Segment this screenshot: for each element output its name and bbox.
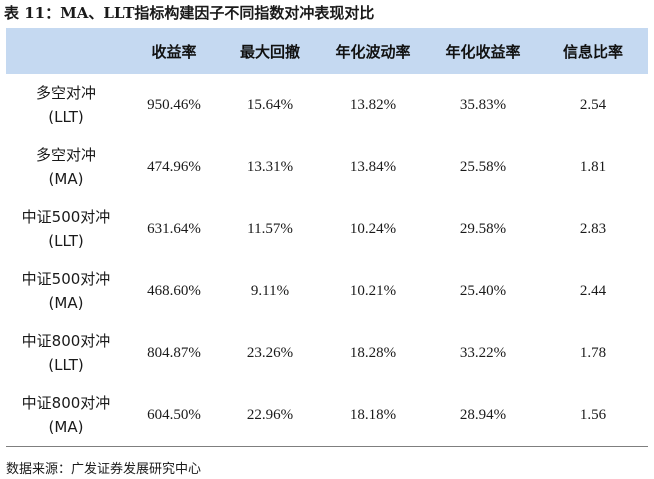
table-row: 中证500对冲 (MA) 468.60% 9.11% 10.21% 25.40%… [6,260,648,322]
cell-return: 468.60% [147,283,201,299]
cell-annual-volatility: 18.28% [349,345,397,361]
cell-annual-volatility: 10.24% [349,221,397,237]
cell-information-ratio: 2.83 [579,221,607,237]
cell-information-ratio: 1.78 [579,345,607,361]
header-cell-information-ratio: 信息比率 [538,28,648,74]
row-label: 中证500对冲 (LLT) [6,198,126,260]
cell-max-drawdown: 15.64% [246,97,294,113]
header-cell-name [6,28,126,74]
header-cell-return: 收益率 [126,28,222,74]
table-row: 中证800对冲 (LLT) 804.87% 23.26% 18.28% 33.2… [6,322,648,384]
cell-annual-volatility: 13.84% [349,159,397,175]
cell-annual-return: 25.58% [459,159,507,175]
table-row: 多空对冲 (MA) 474.96% 13.31% 13.84% 25.58% 1… [6,136,648,198]
cell-max-drawdown: 13.31% [246,159,294,175]
row-label: 中证800对冲 (MA) [6,384,126,447]
cell-annual-return: 25.40% [459,283,507,299]
cell-return: 631.64% [147,221,201,237]
cell-max-drawdown: 23.26% [246,345,294,361]
table-header-row: 收益率 最大回撤 年化波动率 年化收益率 信息比率 [6,28,648,74]
row-label-line1: 多空对冲 [35,146,96,164]
cell-max-drawdown: 22.96% [222,384,318,447]
cell-information-ratio: 2.54 [579,97,607,113]
row-label: 多空对冲 (LLT) [6,74,126,136]
row-label-line2: (LLT) [48,108,84,126]
cell-annual-return: 28.94% [428,384,538,447]
cell-annual-volatility: 18.18% [318,384,428,447]
cell-annual-return: 35.83% [459,97,507,113]
cell-return: 950.46% [147,97,201,113]
cell-annual-volatility: 13.82% [349,97,397,113]
table-row: 多空对冲 (LLT) 950.46% 15.64% 13.82% 35.83% … [6,74,648,136]
cell-max-drawdown: 9.11% [250,283,290,299]
data-table-container: 收益率 最大回撤 年化波动率 年化收益率 信息比率 多空对冲 (LLT) 950… [6,28,648,447]
cell-max-drawdown: 11.57% [247,221,293,237]
cell-information-ratio: 1.56 [538,384,648,447]
row-label: 多空对冲 (MA) [6,136,126,198]
cell-annual-return: 33.22% [459,345,507,361]
table-title: 表 11：MA、LLT指标构建因子不同指数对冲表现对比 [4,4,375,22]
cell-information-ratio: 1.81 [579,159,607,175]
row-label-line1: 中证800对冲 [21,394,111,412]
row-label-line2: (LLT) [48,356,84,374]
row-label-line1: 中证500对冲 [21,270,111,288]
header-cell-annual-return: 年化收益率 [428,28,538,74]
table-row: 中证800对冲 (MA) 604.50% 22.96% 18.18% 28.94… [6,384,648,447]
table-row: 中证500对冲 (LLT) 631.64% 11.57% 10.24% 29.5… [6,198,648,260]
cell-annual-volatility: 10.21% [349,283,397,299]
comparison-table: 收益率 最大回撤 年化波动率 年化收益率 信息比率 多空对冲 (LLT) 950… [6,28,648,447]
row-label-line2: (LLT) [48,232,84,250]
row-label-line1: 中证800对冲 [21,332,111,350]
header-cell-annual-volatility: 年化波动率 [318,28,428,74]
cell-return: 474.96% [147,159,201,175]
header-cell-max-drawdown: 最大回撤 [222,28,318,74]
cell-information-ratio: 2.44 [579,283,607,299]
cell-annual-return: 29.58% [459,221,507,237]
cell-return: 804.87% [147,345,201,361]
row-label: 中证800对冲 (LLT) [6,322,126,384]
row-label: 中证500对冲 (MA) [6,260,126,322]
row-label-line2: (MA) [48,294,84,312]
data-source-note: 数据来源：广发证券发展研究中心 [6,462,202,477]
row-label-line1: 中证500对冲 [21,208,111,226]
row-label-line2: (MA) [48,418,84,436]
cell-return: 604.50% [126,384,222,447]
row-label-line1: 多空对冲 [35,84,96,102]
row-label-line2: (MA) [48,170,84,188]
